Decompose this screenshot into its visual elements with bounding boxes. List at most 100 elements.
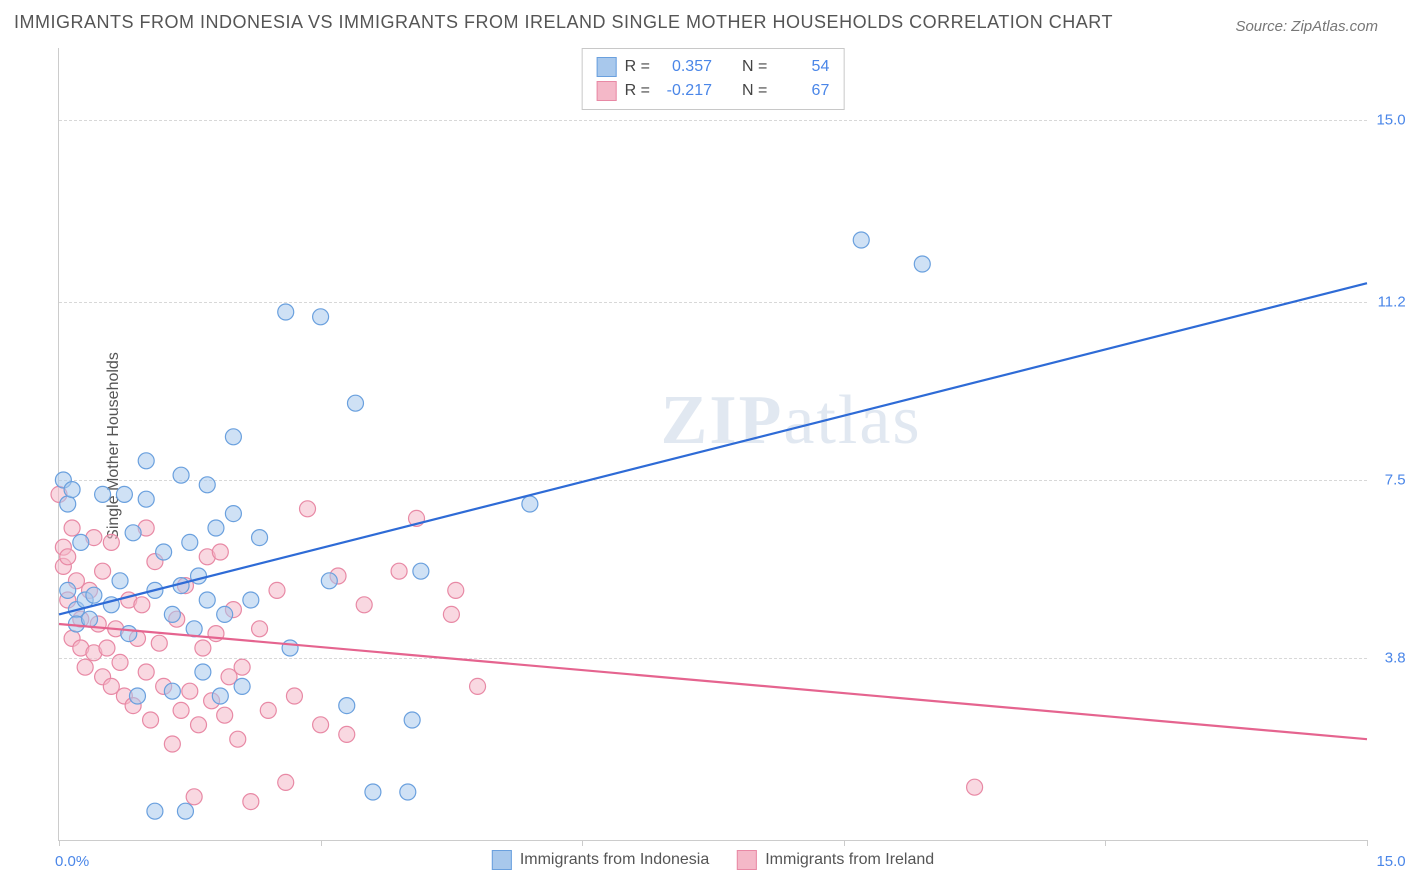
n-label: N =: [742, 79, 767, 103]
legend-series: Immigrants from Indonesia Immigrants fro…: [492, 850, 934, 870]
data-point: [112, 573, 128, 589]
legend-row-2: R = -0.217 N = 67: [597, 79, 830, 103]
series-2-name: Immigrants from Ireland: [765, 851, 934, 869]
data-point: [143, 712, 159, 728]
data-point: [60, 496, 76, 512]
series-1-name: Immigrants from Indonesia: [520, 851, 709, 869]
x-tick: [582, 840, 583, 846]
data-point: [164, 683, 180, 699]
n-label: N =: [742, 55, 767, 79]
x-tick: [321, 840, 322, 846]
data-point: [400, 784, 416, 800]
data-point: [60, 549, 76, 565]
data-point: [95, 486, 111, 502]
data-point: [252, 530, 268, 546]
chart-title: IMMIGRANTS FROM INDONESIA VS IMMIGRANTS …: [14, 12, 1113, 33]
data-point: [967, 779, 983, 795]
chart-svg: [59, 48, 1367, 840]
data-point: [121, 626, 137, 642]
r-label: R =: [625, 79, 650, 103]
data-point: [156, 544, 172, 560]
y-tick-label: 3.8%: [1385, 649, 1406, 666]
r-value-1: 0.357: [658, 55, 712, 79]
swatch-series-2: [597, 81, 617, 101]
data-point: [173, 467, 189, 483]
data-point: [103, 534, 119, 550]
y-tick-label: 15.0%: [1376, 112, 1406, 129]
data-point: [64, 520, 80, 536]
data-point: [182, 683, 198, 699]
data-point: [164, 606, 180, 622]
data-point: [225, 506, 241, 522]
data-point: [470, 678, 486, 694]
data-point: [914, 256, 930, 272]
data-point: [86, 587, 102, 603]
y-tick-label: 7.5%: [1385, 472, 1406, 489]
data-point: [60, 582, 76, 598]
data-point: [404, 712, 420, 728]
data-point: [212, 544, 228, 560]
data-point: [177, 803, 193, 819]
data-point: [125, 525, 141, 541]
data-point: [413, 563, 429, 579]
data-point: [77, 659, 93, 675]
data-point: [195, 640, 211, 656]
data-point: [225, 429, 241, 445]
swatch-series-1-bottom: [492, 850, 512, 870]
data-point: [339, 726, 355, 742]
data-point: [191, 717, 207, 733]
data-point: [278, 774, 294, 790]
data-point: [347, 395, 363, 411]
data-point: [365, 784, 381, 800]
x-tick: [844, 840, 845, 846]
plot-area: ZIPatlas R = 0.357 N = 54 R = -0.217 N =…: [58, 48, 1367, 841]
data-point: [356, 597, 372, 613]
r-value-2: -0.217: [658, 79, 712, 103]
data-point: [208, 520, 224, 536]
swatch-series-2-bottom: [737, 850, 757, 870]
data-point: [164, 736, 180, 752]
x-tick: [59, 840, 60, 846]
data-point: [313, 717, 329, 733]
data-point: [138, 453, 154, 469]
data-point: [195, 664, 211, 680]
x-tick: [1105, 840, 1106, 846]
data-point: [339, 698, 355, 714]
data-point: [73, 534, 89, 550]
data-point: [391, 563, 407, 579]
x-min-label: 0.0%: [55, 853, 89, 870]
swatch-series-1: [597, 57, 617, 77]
data-point: [278, 304, 294, 320]
trend-line: [59, 624, 1367, 739]
data-point: [234, 678, 250, 694]
data-point: [99, 640, 115, 656]
data-point: [212, 688, 228, 704]
data-point: [243, 794, 259, 810]
data-point: [217, 707, 233, 723]
legend-item-2: Immigrants from Ireland: [737, 850, 934, 870]
data-point: [82, 611, 98, 627]
data-point: [443, 606, 459, 622]
data-point: [252, 621, 268, 637]
data-point: [138, 664, 154, 680]
data-point: [64, 482, 80, 498]
n-value-1: 54: [775, 55, 829, 79]
data-point: [186, 789, 202, 805]
data-point: [243, 592, 259, 608]
data-point: [147, 803, 163, 819]
data-point: [138, 491, 154, 507]
source-citation: Source: ZipAtlas.com: [1235, 18, 1378, 35]
data-point: [522, 496, 538, 512]
data-point: [853, 232, 869, 248]
data-point: [260, 702, 276, 718]
data-point: [234, 659, 250, 675]
data-point: [116, 486, 132, 502]
data-point: [448, 582, 464, 598]
data-point: [269, 582, 285, 598]
data-point: [199, 477, 215, 493]
x-max-label: 15.0%: [1376, 853, 1406, 870]
data-point: [286, 688, 302, 704]
legend-correlation: R = 0.357 N = 54 R = -0.217 N = 67: [582, 48, 845, 110]
data-point: [230, 731, 246, 747]
n-value-2: 67: [775, 79, 829, 103]
